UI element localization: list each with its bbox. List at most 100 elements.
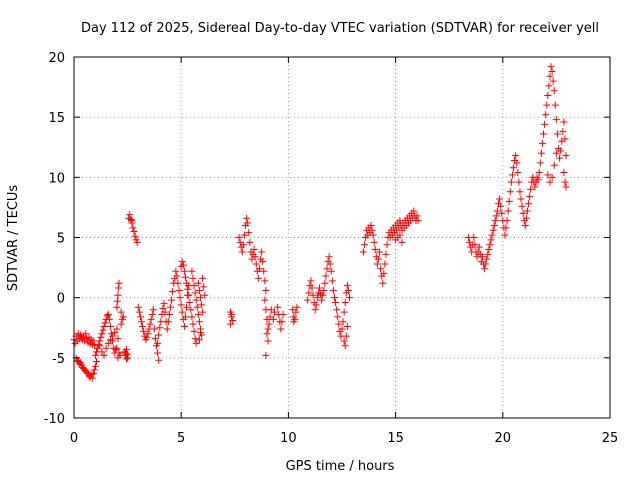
data-point [235,234,243,241]
data-point [368,226,376,234]
data-point [541,120,549,128]
data-point [121,349,129,357]
data-point [382,250,390,258]
data-point [129,224,137,232]
data-point [91,351,99,359]
data-point [333,306,341,314]
data-point [91,362,99,370]
data-point [518,202,526,210]
data-point [128,217,136,225]
data-point [93,357,101,365]
data-point [89,337,97,345]
data-point [239,241,247,249]
data-point [527,185,535,193]
x-tick-label: 25 [602,431,619,446]
data-point [106,336,114,344]
data-point [338,325,346,333]
data-point [191,289,199,297]
data-point [361,241,369,249]
data-point [183,303,191,311]
y-tick-label: -5 [52,352,65,367]
data-point [96,342,104,350]
data-point [486,241,494,249]
data-point [101,319,109,327]
x-tick-label: 0 [70,431,78,446]
data-point [270,308,278,316]
data-point [561,135,569,143]
data-point [484,250,492,258]
data-point [154,349,162,357]
data-point [342,332,350,340]
data-point [551,101,559,109]
data-point [329,286,337,294]
data-point [154,339,162,347]
data-point [112,345,120,353]
data-point [147,315,155,323]
data-point [240,231,248,239]
data-point [165,311,173,319]
data-point [229,317,237,325]
data-point [140,327,148,335]
data-point [82,330,90,338]
data-point [398,238,406,246]
data-point [376,248,384,256]
data-point [413,212,421,220]
data-point [313,294,321,302]
data-point [103,312,111,320]
data-point [264,337,272,345]
data-point [315,284,323,292]
data-point [111,329,119,337]
y-tick-label: 0 [57,292,65,307]
data-point [544,171,552,179]
data-point [264,325,272,333]
data-point [330,294,338,302]
data-point [512,152,520,160]
data-point [339,318,347,326]
data-point [269,315,277,323]
data-point [178,258,186,266]
data-point [492,212,500,220]
data-point [374,255,382,263]
data-point [562,183,570,191]
data-point [148,311,156,319]
data-point [161,308,169,316]
x-tick-label: 20 [495,431,512,446]
data-point [228,311,236,319]
data-point [537,149,545,157]
data-point [192,296,200,304]
data-point [185,291,193,299]
data-point [560,169,568,177]
data-point [340,308,348,316]
data-point [327,267,335,275]
data-point [370,238,378,246]
data-point [470,234,478,241]
x-tick-label: 15 [387,431,404,446]
data-point [104,339,112,347]
data-point [323,265,331,273]
data-point [535,169,543,177]
data-point [482,260,490,268]
data-point [113,325,121,333]
data-point [251,253,259,261]
data-point [173,272,181,280]
data-point [113,303,121,311]
data-point [194,311,202,319]
data-point [144,330,152,338]
data-point [560,118,568,126]
data-point [548,173,556,181]
data-point [478,253,486,261]
data-point [491,217,499,225]
data-point [307,277,315,285]
data-points [70,63,570,382]
data-point [172,267,180,275]
data-point [169,288,177,296]
data-point [83,368,91,376]
data-point [552,116,560,124]
data-point [414,217,422,225]
data-point [177,301,185,309]
data-point [521,221,529,229]
data-point [534,176,542,184]
data-point [334,313,342,321]
data-point [151,335,159,343]
data-point [89,369,97,377]
